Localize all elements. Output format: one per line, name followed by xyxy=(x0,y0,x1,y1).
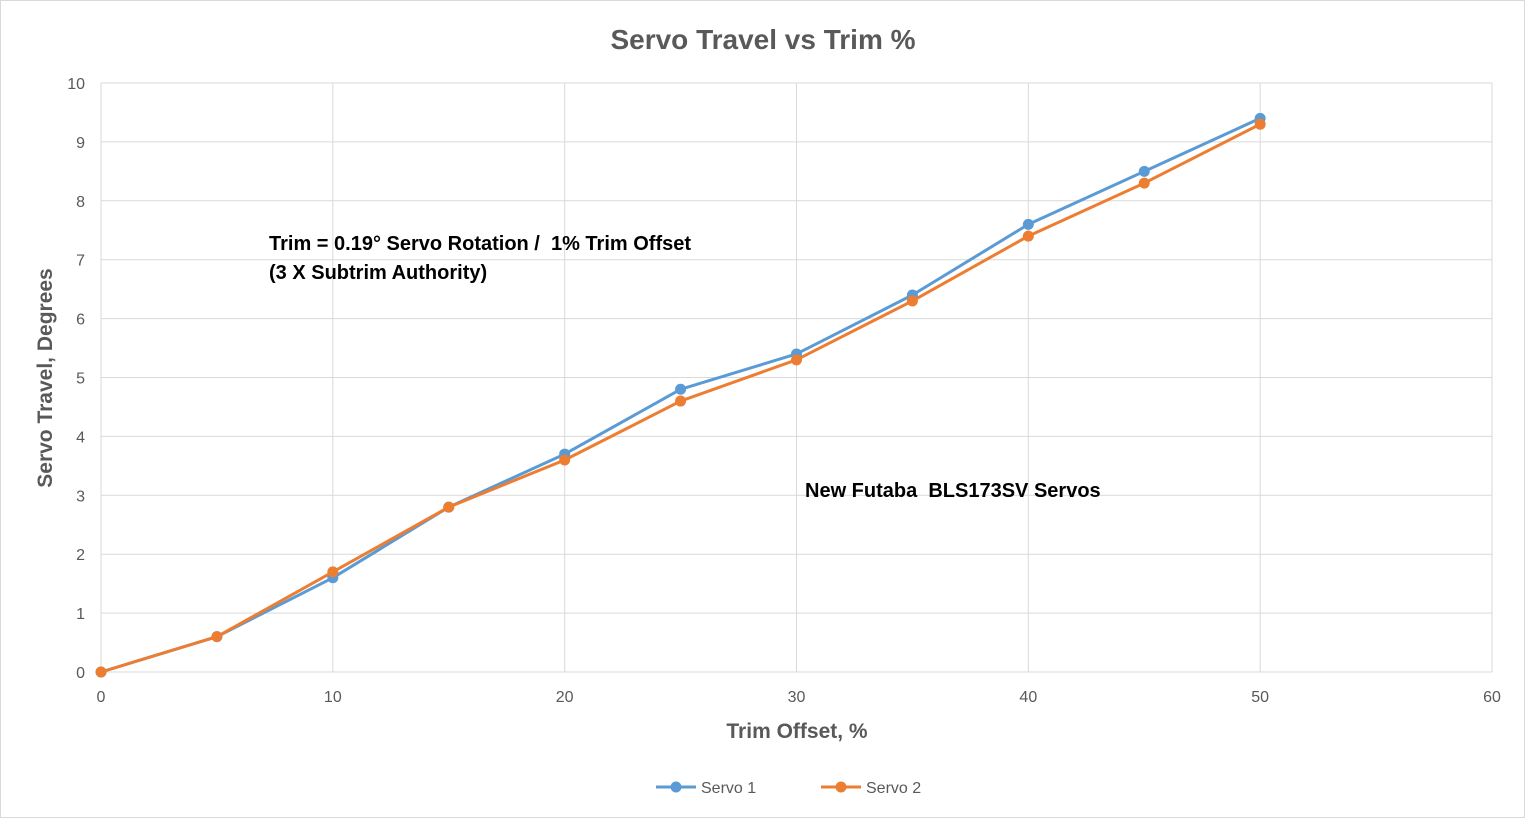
servo-2-point xyxy=(1254,118,1266,130)
y-axis-title: Servo Travel, Degrees xyxy=(34,268,57,487)
legend-item-servo-2: Servo 2 xyxy=(821,780,921,797)
servo-2-point xyxy=(327,566,339,578)
x-tick-label: 20 xyxy=(556,689,574,706)
servo-2-point xyxy=(1138,177,1150,189)
servo-2-point xyxy=(559,454,571,466)
legend-swatch-marker xyxy=(670,781,682,793)
y-tick-label: 2 xyxy=(76,547,85,564)
x-tick-label: 40 xyxy=(1019,689,1037,706)
y-tick-label: 10 xyxy=(67,76,85,93)
x-tick-label: 30 xyxy=(788,689,806,706)
servo-2-point xyxy=(1022,230,1034,242)
annotation-subtrim-authority: (3 X Subtrim Authority) xyxy=(269,262,487,284)
servo-1-point xyxy=(1138,165,1150,177)
servo-2-point xyxy=(906,295,918,307)
y-tick-label: 7 xyxy=(76,253,85,270)
y-tick-label: 5 xyxy=(76,371,85,388)
servo-2-point xyxy=(443,501,455,513)
legend: Servo 1 Servo 2 xyxy=(656,780,921,797)
servo-2-point xyxy=(675,395,687,407)
legend-item-servo-1: Servo 1 xyxy=(656,780,756,797)
x-tick-label: 10 xyxy=(324,689,342,706)
y-tick-label: 0 xyxy=(76,665,85,682)
x-tick-label: 50 xyxy=(1251,689,1269,706)
x-tick-label: 60 xyxy=(1483,689,1501,706)
y-tick-label: 9 xyxy=(76,135,85,152)
servo-2-point xyxy=(95,666,107,678)
legend-swatch-marker xyxy=(835,781,847,793)
legend-label: Servo 1 xyxy=(701,780,756,797)
legend-label: Servo 2 xyxy=(866,780,921,797)
annotation-trim-ratio: Trim = 0.19° Servo Rotation / 1% Trim Of… xyxy=(269,233,691,255)
x-tick-label: 0 xyxy=(97,689,106,706)
y-tick-label: 3 xyxy=(76,488,85,505)
servo-2-point xyxy=(211,631,223,643)
servo-1-point xyxy=(675,383,687,395)
y-tick-label: 6 xyxy=(76,312,85,329)
annotation-servo-model: New Futaba BLS173SV Servos xyxy=(805,480,1101,502)
servo-1-point xyxy=(1022,218,1034,230)
y-tick-label: 8 xyxy=(76,194,85,211)
servo-1-line xyxy=(100,116,1261,674)
servo-2-point xyxy=(791,354,802,366)
series xyxy=(95,112,1266,678)
chart-title: Servo Travel vs Trim % xyxy=(610,24,915,55)
y-tick-label: 4 xyxy=(76,429,85,446)
axes xyxy=(100,83,1492,673)
tick-labels: 0 1 2 3 4 5 6 7 8 9 10 0 10 20 30 40 50 60 xyxy=(67,76,1501,706)
y-tick-label: 1 xyxy=(76,606,85,623)
x-axis-title: Trim Offset, % xyxy=(726,720,868,743)
